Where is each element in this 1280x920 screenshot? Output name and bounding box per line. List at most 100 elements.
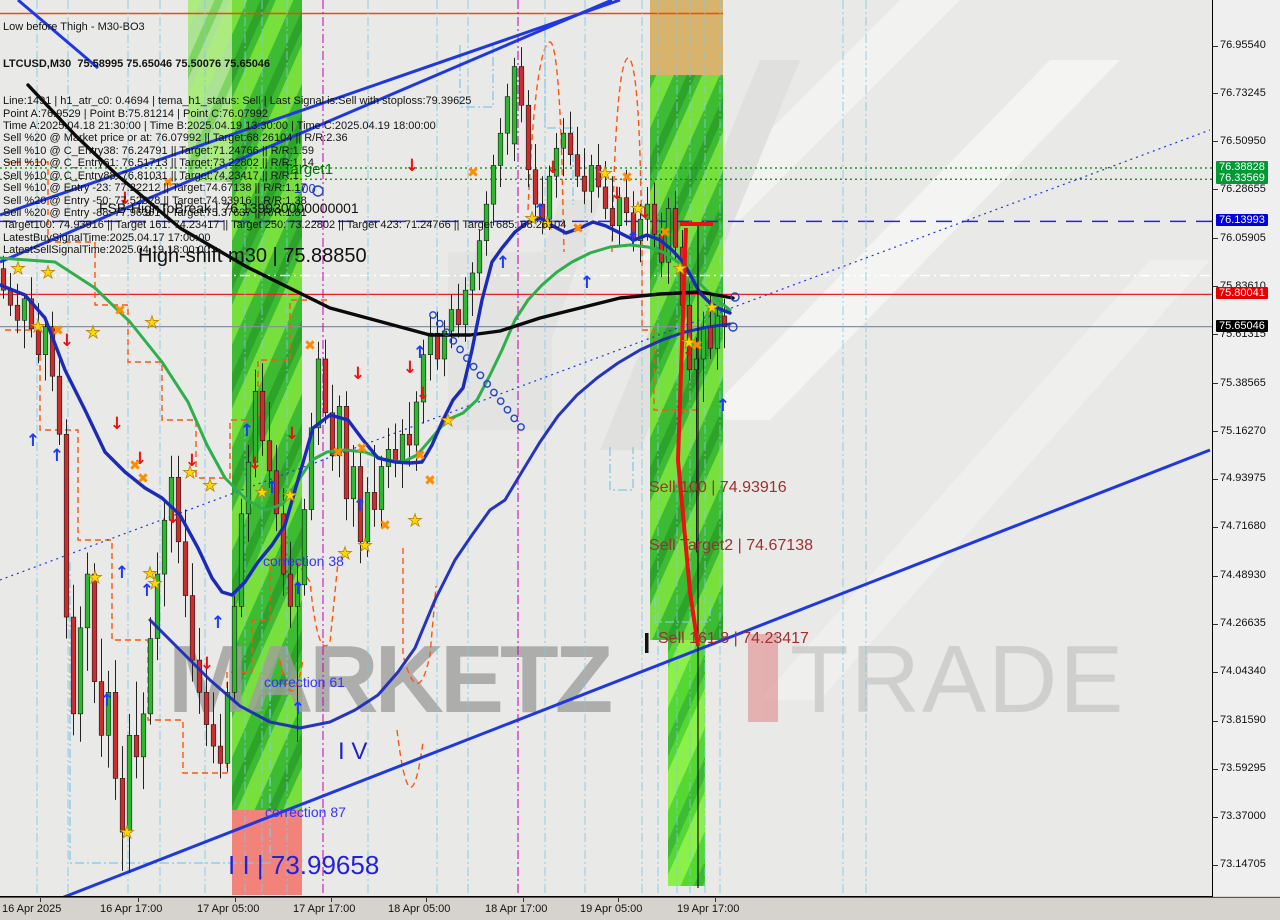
trendline[interactable] [0,448,1211,896]
axis-tick [1213,431,1218,433]
signal-dot [462,354,471,362]
trendline[interactable] [17,0,99,70]
cross-signal-icon: ✖ [304,338,316,354]
time-axis-label: 16 Apr 2025 [2,903,62,915]
cross-signal-icon: ✖ [356,441,368,457]
range-box-path [69,562,271,864]
price-level-badge: 75.65046 [1216,319,1268,332]
sell-arrow-icon: ↓ [60,331,74,351]
price-axis-label: 74.26635 [1220,617,1266,630]
axis-tick [715,898,716,902]
range-box-path [459,45,494,108]
star-signal-icon: ★ [10,259,25,279]
axis-tick [1213,334,1218,336]
trendline[interactable] [0,0,621,217]
star-signal-icon: ★ [182,463,197,483]
time-axis-label: 17 Apr 05:00 [197,903,260,915]
star-signal-icon: ★ [85,323,100,343]
price-axis-label: 74.48930 [1220,569,1266,582]
axis-tick [1213,671,1218,673]
chart-area[interactable]: MARKETZ TRADE ↑ ↑ ↑ ↑ ↑ ↑ ↑ ↑ ↑ ↑ ↑ ↑ ↑ ↑ ↑ ↑ ↑ ↓ ↓ ↓ ↓ ↓ ↓ ↓ ↓ ↓ ↓ ↓… [0,0,1213,897]
price-axis-label: 76.05905 [1220,231,1266,244]
star-signal-icon: ★ [597,164,612,184]
axis-tick [1213,768,1218,770]
trendline[interactable] [0,129,1211,581]
trendline[interactable] [0,0,613,264]
time-axis[interactable]: 16 Apr 2025 16 Apr 17:00 17 Apr 05:00 17 Ap… [0,897,1280,920]
buy-arrow-icon: ↑ [100,691,114,711]
axis-tick [138,898,139,902]
price-level-badge: 76.33569 [1216,172,1268,185]
price-axis-label: 74.04340 [1220,665,1266,678]
buy-arrow-icon: ↑ [50,446,64,466]
axis-tick [1213,238,1218,240]
axis-tick [1213,383,1218,385]
price-axis-label: 75.61315 [1220,327,1266,340]
buy-arrow-icon: ↑ [353,496,367,516]
sell-arrow-icon: ↓ [200,654,214,674]
star-signal-icon: ★ [202,476,217,496]
sell-arrow-icon: ↓ [403,358,417,378]
cross-signal-icon: ✖ [162,175,174,191]
envelope-path [527,41,565,253]
sell-arrow-icon: ↓ [166,508,180,528]
price-axis-label: 76.50950 [1220,134,1266,147]
price-axis-label: 75.38565 [1220,376,1266,389]
moving-average [0,216,732,597]
star-signal-icon: ★ [357,536,372,556]
cross-signal-icon: ✖ [379,518,391,534]
star-signal-icon: ★ [30,317,45,337]
moving-average [148,322,732,730]
axis-tick [1213,189,1218,191]
buy-arrow-icon: ↑ [291,699,305,719]
cross-signal-icon: ✖ [52,323,64,339]
star-signal-icon: ★ [407,511,422,531]
sell-arrow-icon: ↓ [682,341,696,361]
signal-dot [429,311,437,319]
cross-signal-icon: ✖ [691,338,703,354]
star-signal-icon: ★ [40,263,55,283]
sell-arrow-icon: ↓ [416,384,430,404]
moving-average [26,83,735,337]
buy-arrow-icon: ↑ [265,478,279,498]
price-axis-label: 76.73245 [1220,86,1266,99]
envelope-path [396,729,424,788]
axis-tick [426,898,427,902]
signal-dot [435,319,444,328]
envelope-path [402,548,437,685]
price-axis-label: 76.28655 [1220,182,1266,195]
buy-arrow-icon: ↑ [580,273,594,293]
price-level-badge: 75.80041 [1216,287,1268,300]
buy-arrow-icon: ↑ [26,431,40,451]
signal-dot [469,362,478,371]
sell-trade-line[interactable] [675,227,700,647]
cross-signal-icon: ✖ [414,448,426,464]
star-signal-icon: ★ [254,483,269,503]
sell-arrow-icon: ↓ [610,184,624,204]
svg-text:TRADE: TRADE [790,626,1125,733]
signal-circle [312,185,324,197]
price-axis-label: 73.81590 [1220,714,1266,727]
price-level-badge: 76.13993 [1216,214,1268,227]
time-axis-label: 16 Apr 17:00 [100,903,163,915]
chart-canvas[interactable]: MARKETZ TRADE↑↑↑↑↑↑↑↑↑↑↑↑↑↑↑↑↑↓↓↓↓↓↓↓↓↓↓ ↓… [0,0,1212,896]
star-signal-icon: ★ [704,298,719,318]
price-axis-label: 76.95540 [1220,39,1266,51]
signal-circle [730,292,740,302]
price-axis[interactable]: 76.95540 76.73245 76.50950 76.38828 76.33569… [1213,0,1280,896]
axis-tick [1213,286,1218,288]
signal-dot [483,380,492,388]
cross-signal-icon: ✖ [659,225,671,241]
star-signal-icon: ★ [630,199,645,219]
cross-signal-icon: ✖ [332,445,344,461]
price-axis-label: 73.37000 [1220,810,1266,823]
sell-arrow-icon: ↓ [285,424,299,444]
buy-arrow-icon: ↑ [413,343,427,363]
sell-arrow-icon: ↓ [248,454,262,474]
cross-signal-icon: ✖ [129,458,141,474]
buy-arrow-icon: ↑ [240,421,254,441]
buy-arrow-icon: ↑ [291,579,305,599]
range-box-path [544,28,574,205]
sell-arrow-icon: ↓ [185,451,199,471]
